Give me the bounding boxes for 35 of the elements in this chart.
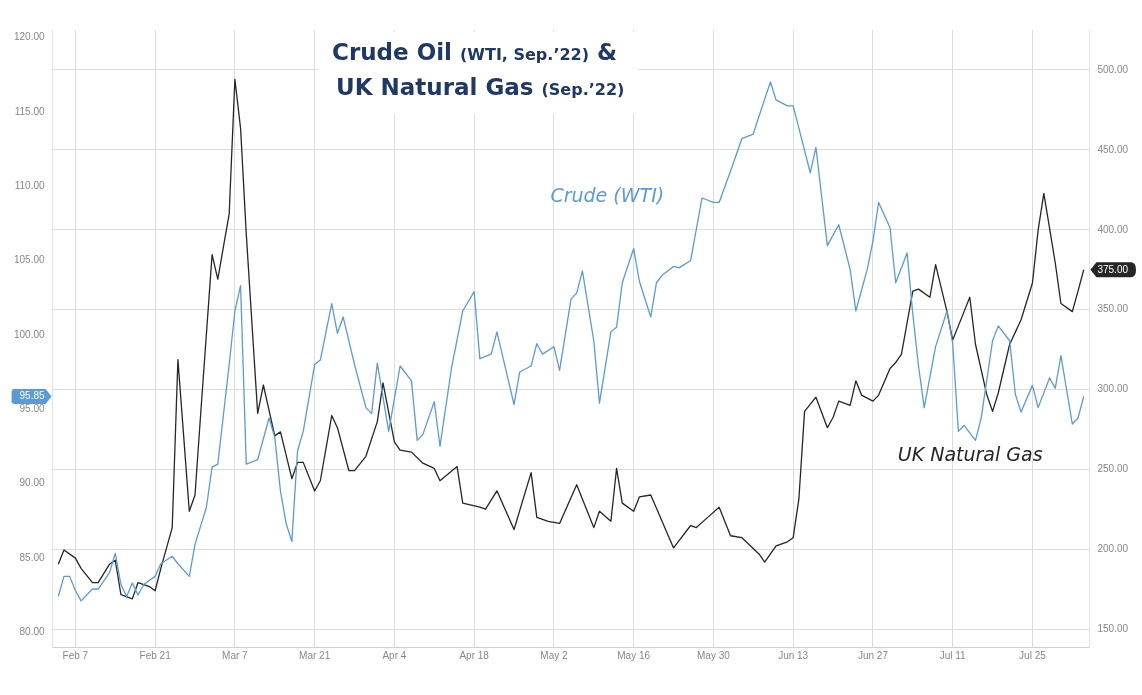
y-tick-label: 100.00 xyxy=(13,328,46,340)
x-tick-label: May 16 xyxy=(617,649,651,661)
y2-tick-label: 400.00 xyxy=(1097,223,1129,235)
x-tick-label: Apr 18 xyxy=(459,649,490,661)
y-tick-label: 95.00 xyxy=(19,402,46,414)
y2-tick-label: 500.00 xyxy=(1097,63,1129,75)
series-label: Crude (WTI) xyxy=(550,183,665,206)
y2-tick-label: 200.00 xyxy=(1097,543,1129,555)
x-tick-label: Apr 4 xyxy=(382,649,407,661)
y2-tick-label: 350.00 xyxy=(1097,303,1129,315)
chart-title: Crude Oil (WTI, Sep.’22) & UK Natural Gas (Sep.’22) xyxy=(332,39,625,100)
y-tick-label: 115.00 xyxy=(14,105,46,117)
x-tick-label: May 2 xyxy=(540,649,568,661)
x-tick-label: Mar 21 xyxy=(299,649,331,661)
x-tick-label: Jul 11 xyxy=(939,649,967,661)
x-tick-label: Feb 7 xyxy=(62,649,89,661)
x-tick-label: Feb 21 xyxy=(139,649,172,661)
y-tick-label: 105.00 xyxy=(13,254,46,266)
y-tick-label: 85.00 xyxy=(19,551,46,563)
y2-tick-label: 375.00 xyxy=(1097,263,1129,275)
x-tick-label: Jun 27 xyxy=(857,649,889,661)
y2-tick-label: 450.00 xyxy=(1097,143,1129,155)
x-tick-label: May 30 xyxy=(697,649,731,661)
y-tick-label: 95.85 xyxy=(19,390,46,402)
y-tick-label: 90.00 xyxy=(19,477,46,489)
x-tick-label: Mar 7 xyxy=(222,649,249,661)
y2-tick-label: 300.00 xyxy=(1097,383,1129,395)
text: UK Natural Gas xyxy=(897,442,1043,465)
y-tick-label: 110.00 xyxy=(14,179,46,191)
y-tick-label: 80.00 xyxy=(19,625,46,637)
y2-tick-label: 250.00 xyxy=(1097,463,1129,475)
y-tick-label: 120.00 xyxy=(13,31,46,43)
x-tick-label: Jul 25 xyxy=(1019,649,1047,661)
x-tick-label: Jun 13 xyxy=(778,649,809,661)
y2-tick-label: 150.00 xyxy=(1097,623,1129,635)
